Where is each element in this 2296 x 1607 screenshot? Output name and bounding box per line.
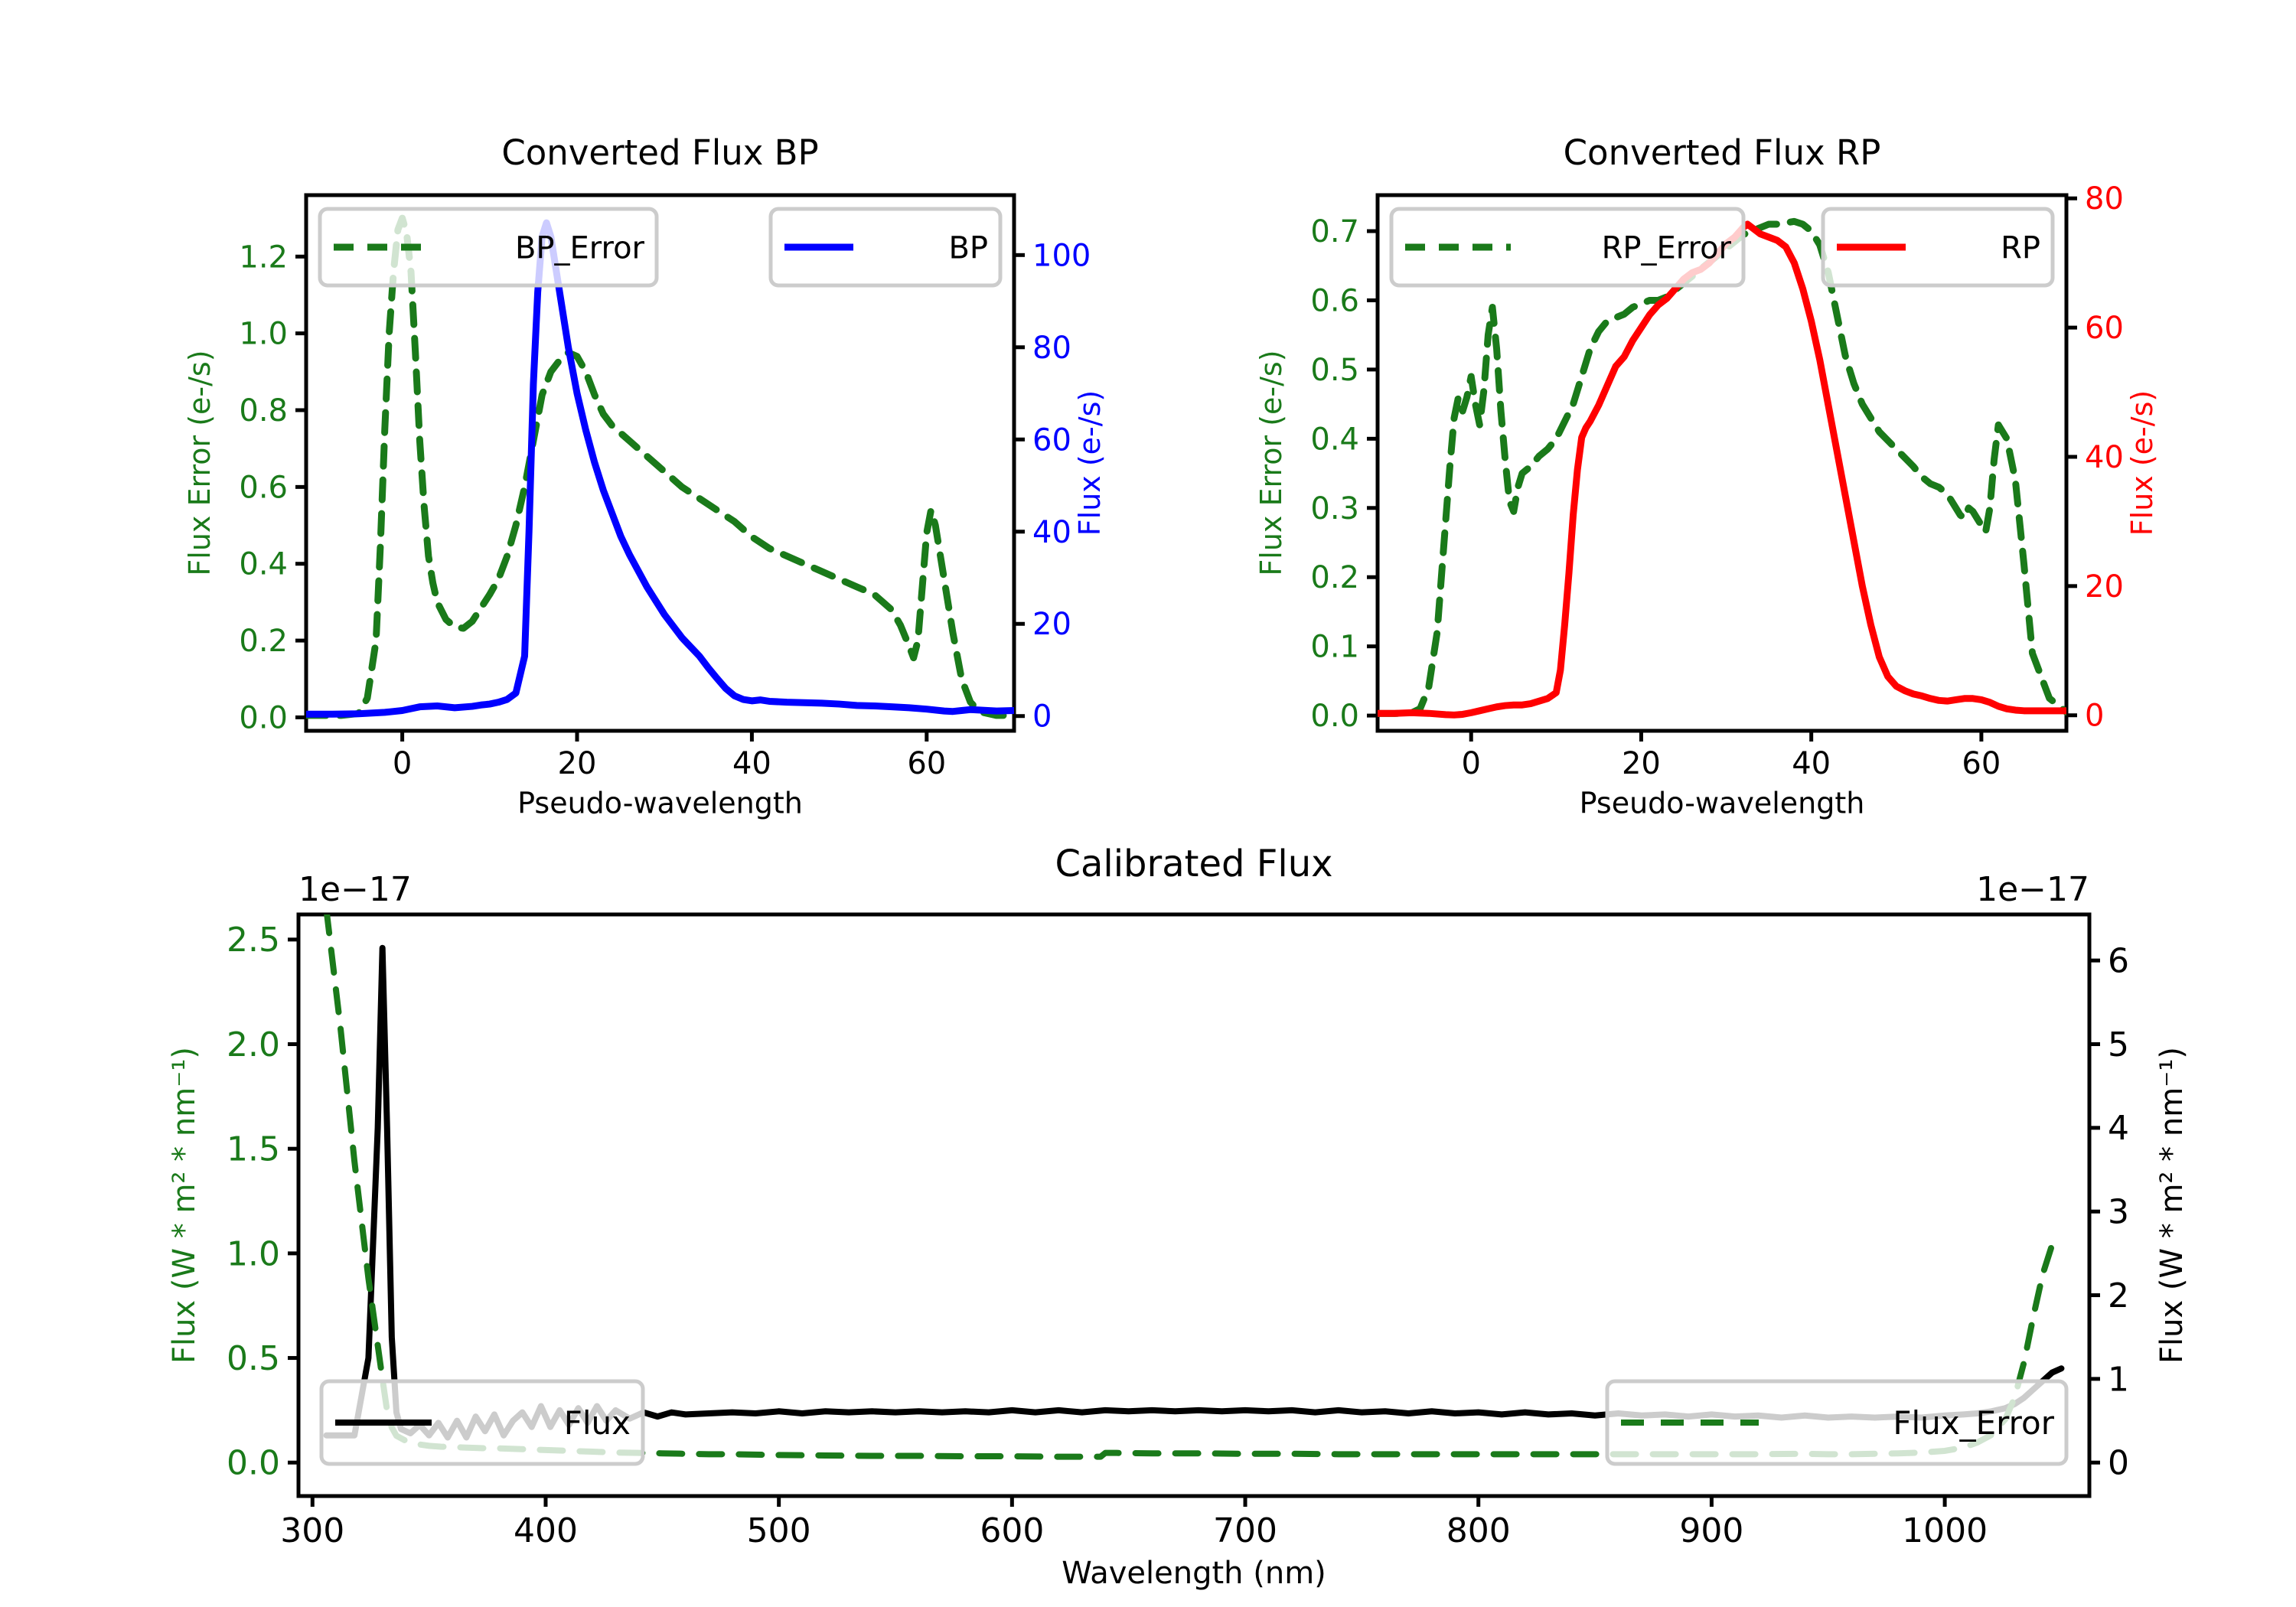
series-rp_error	[1378, 217, 2066, 717]
y-tick-label-right: 0	[2108, 1444, 2129, 1483]
x-tick-label: 1000	[1902, 1511, 1988, 1550]
x-tick-label: 800	[1446, 1511, 1511, 1550]
y-tick-label-right: 1	[2108, 1360, 2129, 1399]
y-tick-label-left: 1.0	[227, 1234, 280, 1273]
x-tick-label: 60	[1962, 746, 2001, 781]
panel-title: Calibrated Flux	[1055, 843, 1332, 885]
y-tick-label-right: 60	[1032, 422, 1071, 458]
y-axis-label-left: Flux Error (e-/s)	[1254, 350, 1288, 575]
y-tick-label-left: 0.4	[1310, 422, 1359, 457]
x-axis-label: Wavelength (nm)	[1062, 1556, 1326, 1591]
x-tick-label: 0	[393, 746, 412, 781]
y-tick-label-left: 0.7	[1310, 214, 1359, 249]
x-tick-label: 400	[514, 1511, 578, 1550]
y-axis-label-right: Flux (e-/s)	[2125, 390, 2159, 536]
y-tick-label-left: 0.3	[1310, 491, 1359, 526]
x-axis-label: Pseudo-wavelength	[1580, 786, 1865, 820]
y-tick-label-left: 0.4	[239, 547, 288, 582]
y-tick-label-left: 2.0	[227, 1025, 280, 1064]
y-axis-label-right: Flux (W * m² * nm⁻¹)	[2154, 1047, 2190, 1364]
y-tick-label-right: 0	[1032, 699, 1052, 735]
legend-bp_error-label: BP_Error	[515, 230, 645, 266]
y-tick-label-left: 0.2	[239, 624, 288, 659]
x-axis-label: Pseudo-wavelength	[517, 786, 803, 820]
y-tick-label-right: 20	[2085, 569, 2124, 605]
y-tick-label-right: 40	[2085, 440, 2124, 475]
legend-flux-label: Flux	[564, 1404, 631, 1442]
y-tick-label-left: 1.0	[239, 317, 288, 352]
legend-rp_error: RP_Error	[1389, 207, 1746, 288]
x-tick-label: 40	[732, 746, 771, 781]
legend-flux: Flux	[319, 1379, 645, 1466]
y-tick-label-left: 0.0	[1310, 699, 1359, 734]
x-tick-label: 700	[1213, 1511, 1277, 1550]
y-axis-label-left: Flux (W * m² * nm⁻¹)	[167, 1047, 202, 1364]
x-tick-label: 0	[1461, 746, 1480, 781]
legend-bp-label: BP	[948, 230, 988, 266]
y-tick-label-left: 0.2	[1310, 560, 1359, 595]
y-tick-label-left: 0.8	[239, 393, 288, 429]
x-tick-label: 20	[558, 746, 597, 781]
y-tick-label-left: 2.5	[227, 921, 280, 960]
y-tick-label-right: 60	[2085, 311, 2124, 346]
y-axis-label-right: Flux (e-/s)	[1073, 390, 1107, 536]
x-tick-label: 600	[980, 1511, 1044, 1550]
x-tick-label: 20	[1622, 746, 1661, 781]
y-tick-label-right: 0	[2085, 699, 2104, 734]
y-tick-label-left: 1.5	[227, 1130, 280, 1169]
series-flux	[323, 944, 2065, 1441]
x-tick-label: 500	[747, 1511, 811, 1550]
series-rp	[1378, 220, 2066, 719]
y-tick-label-left: 0.1	[1310, 630, 1359, 665]
legend-flux-error: Flux_Error	[1605, 1379, 2069, 1466]
y-axis-offset-right: 1e−17	[1976, 870, 2089, 909]
plot-frame	[304, 193, 1016, 733]
legend-bp_error: BP_Error	[318, 207, 659, 288]
panel-title: Converted Flux RP	[1564, 132, 1881, 173]
panel-title: Converted Flux BP	[501, 132, 818, 173]
legend-rp-label: RP	[2001, 230, 2040, 266]
y-tick-label-right: 80	[2085, 181, 2124, 217]
y-tick-label-right: 5	[2108, 1025, 2129, 1064]
y-tick-label-right: 4	[2108, 1109, 2129, 1148]
y-tick-label-left: 0.6	[1310, 283, 1359, 318]
legend-flux-error-label: Flux_Error	[1893, 1404, 2054, 1442]
x-tick-label: 60	[907, 746, 946, 781]
series-bp	[306, 219, 1014, 718]
legend-rp: RP	[1821, 207, 2055, 288]
x-tick-label: 300	[280, 1511, 344, 1550]
plot-frame	[1375, 193, 2069, 733]
y-tick-label-right: 3	[2108, 1193, 2129, 1232]
y-tick-label-right: 80	[1032, 331, 1071, 366]
y-tick-label-right: 40	[1032, 515, 1071, 550]
y-tick-label-left: 0.6	[239, 470, 288, 505]
y-tick-label-right: 2	[2108, 1276, 2129, 1315]
y-tick-label-left: 0.0	[227, 1444, 280, 1483]
x-tick-label: 900	[1679, 1511, 1743, 1550]
y-axis-label-left: Flux Error (e-/s)	[183, 350, 217, 575]
legend-bp: BP	[768, 207, 1003, 288]
y-axis-offset-left: 1e−17	[298, 870, 412, 909]
y-tick-label-left: 0.5	[227, 1339, 280, 1378]
legend-rp_error-label: RP_Error	[1602, 230, 1732, 266]
series-flux_error	[324, 914, 2065, 1460]
y-tick-label-left: 0.0	[239, 700, 288, 735]
y-tick-label-right: 100	[1032, 238, 1091, 273]
x-tick-label: 40	[1792, 746, 1831, 781]
y-tick-label-left: 0.5	[1310, 353, 1359, 388]
plot-frame	[296, 912, 2092, 1498]
y-tick-label-right: 20	[1032, 607, 1071, 642]
y-tick-label-left: 1.2	[239, 240, 288, 275]
series-bp_error	[306, 214, 1014, 719]
y-tick-label-right: 6	[2108, 942, 2129, 981]
